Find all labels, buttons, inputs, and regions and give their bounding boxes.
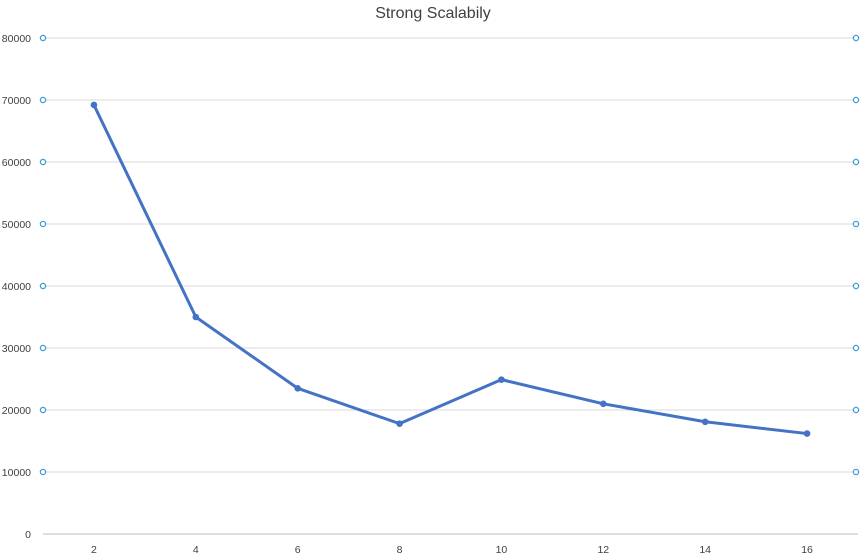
data-point (294, 385, 301, 392)
y-tick-label: 40000 (2, 281, 31, 293)
selection-handles[interactable] (39, 34, 860, 476)
y-tick-label: 20000 (2, 405, 31, 417)
x-tick-label: 12 (597, 544, 609, 556)
right-selection-handle[interactable] (852, 158, 860, 166)
y-tick-label: 50000 (2, 219, 31, 231)
x-tick-label: 8 (397, 544, 403, 556)
x-tick-label: 10 (496, 544, 508, 556)
data-point (498, 376, 505, 383)
y-tick-label: 30000 (2, 343, 31, 355)
x-tick-label: 4 (193, 544, 199, 556)
data-point (600, 400, 607, 408)
data-point (192, 313, 200, 321)
right-selection-handle[interactable] (852, 34, 860, 42)
right-selection-handle[interactable] (852, 282, 860, 290)
y-tick-label: 60000 (2, 157, 31, 169)
left-selection-handle[interactable] (39, 220, 47, 228)
left-selection-handle[interactable] (39, 158, 47, 166)
x-tick-label: 2 (91, 544, 97, 556)
data-point (396, 420, 403, 427)
gridlines (43, 37, 858, 535)
y-tick-label: 80000 (2, 33, 31, 45)
left-selection-handle[interactable] (39, 34, 47, 42)
left-selection-handle[interactable] (39, 96, 47, 104)
data-point (803, 430, 811, 437)
right-selection-handle[interactable] (852, 406, 860, 414)
chart-title: Strong Scalabily (375, 5, 491, 22)
data-point (701, 418, 709, 426)
y-tick-label: 0 (25, 529, 31, 541)
left-selection-handle[interactable] (39, 282, 47, 290)
series-line (92, 103, 809, 436)
x-tick-label: 14 (699, 544, 711, 556)
series-layer (90, 101, 811, 437)
right-selection-handle[interactable] (852, 468, 860, 476)
y-tick-label: 70000 (2, 95, 31, 107)
right-selection-handle[interactable] (852, 220, 860, 228)
left-selection-handle[interactable] (39, 468, 47, 476)
right-selection-handle[interactable] (852, 344, 860, 352)
right-selection-handle[interactable] (852, 96, 860, 104)
x-tick-label: 6 (295, 544, 301, 556)
x-tick-label: 16 (801, 544, 813, 556)
left-selection-handle[interactable] (39, 344, 47, 352)
left-selection-handle[interactable] (39, 406, 47, 414)
y-tick-label: 10000 (2, 467, 31, 479)
y-axis-tick-labels: 0 10000 20000 30000 40000 50000 60000 70000 8000… (2, 33, 31, 541)
x-axis-tick-labels: 2 4 6 8 10 12 14 16 (91, 544, 813, 556)
data-point (90, 101, 98, 109)
